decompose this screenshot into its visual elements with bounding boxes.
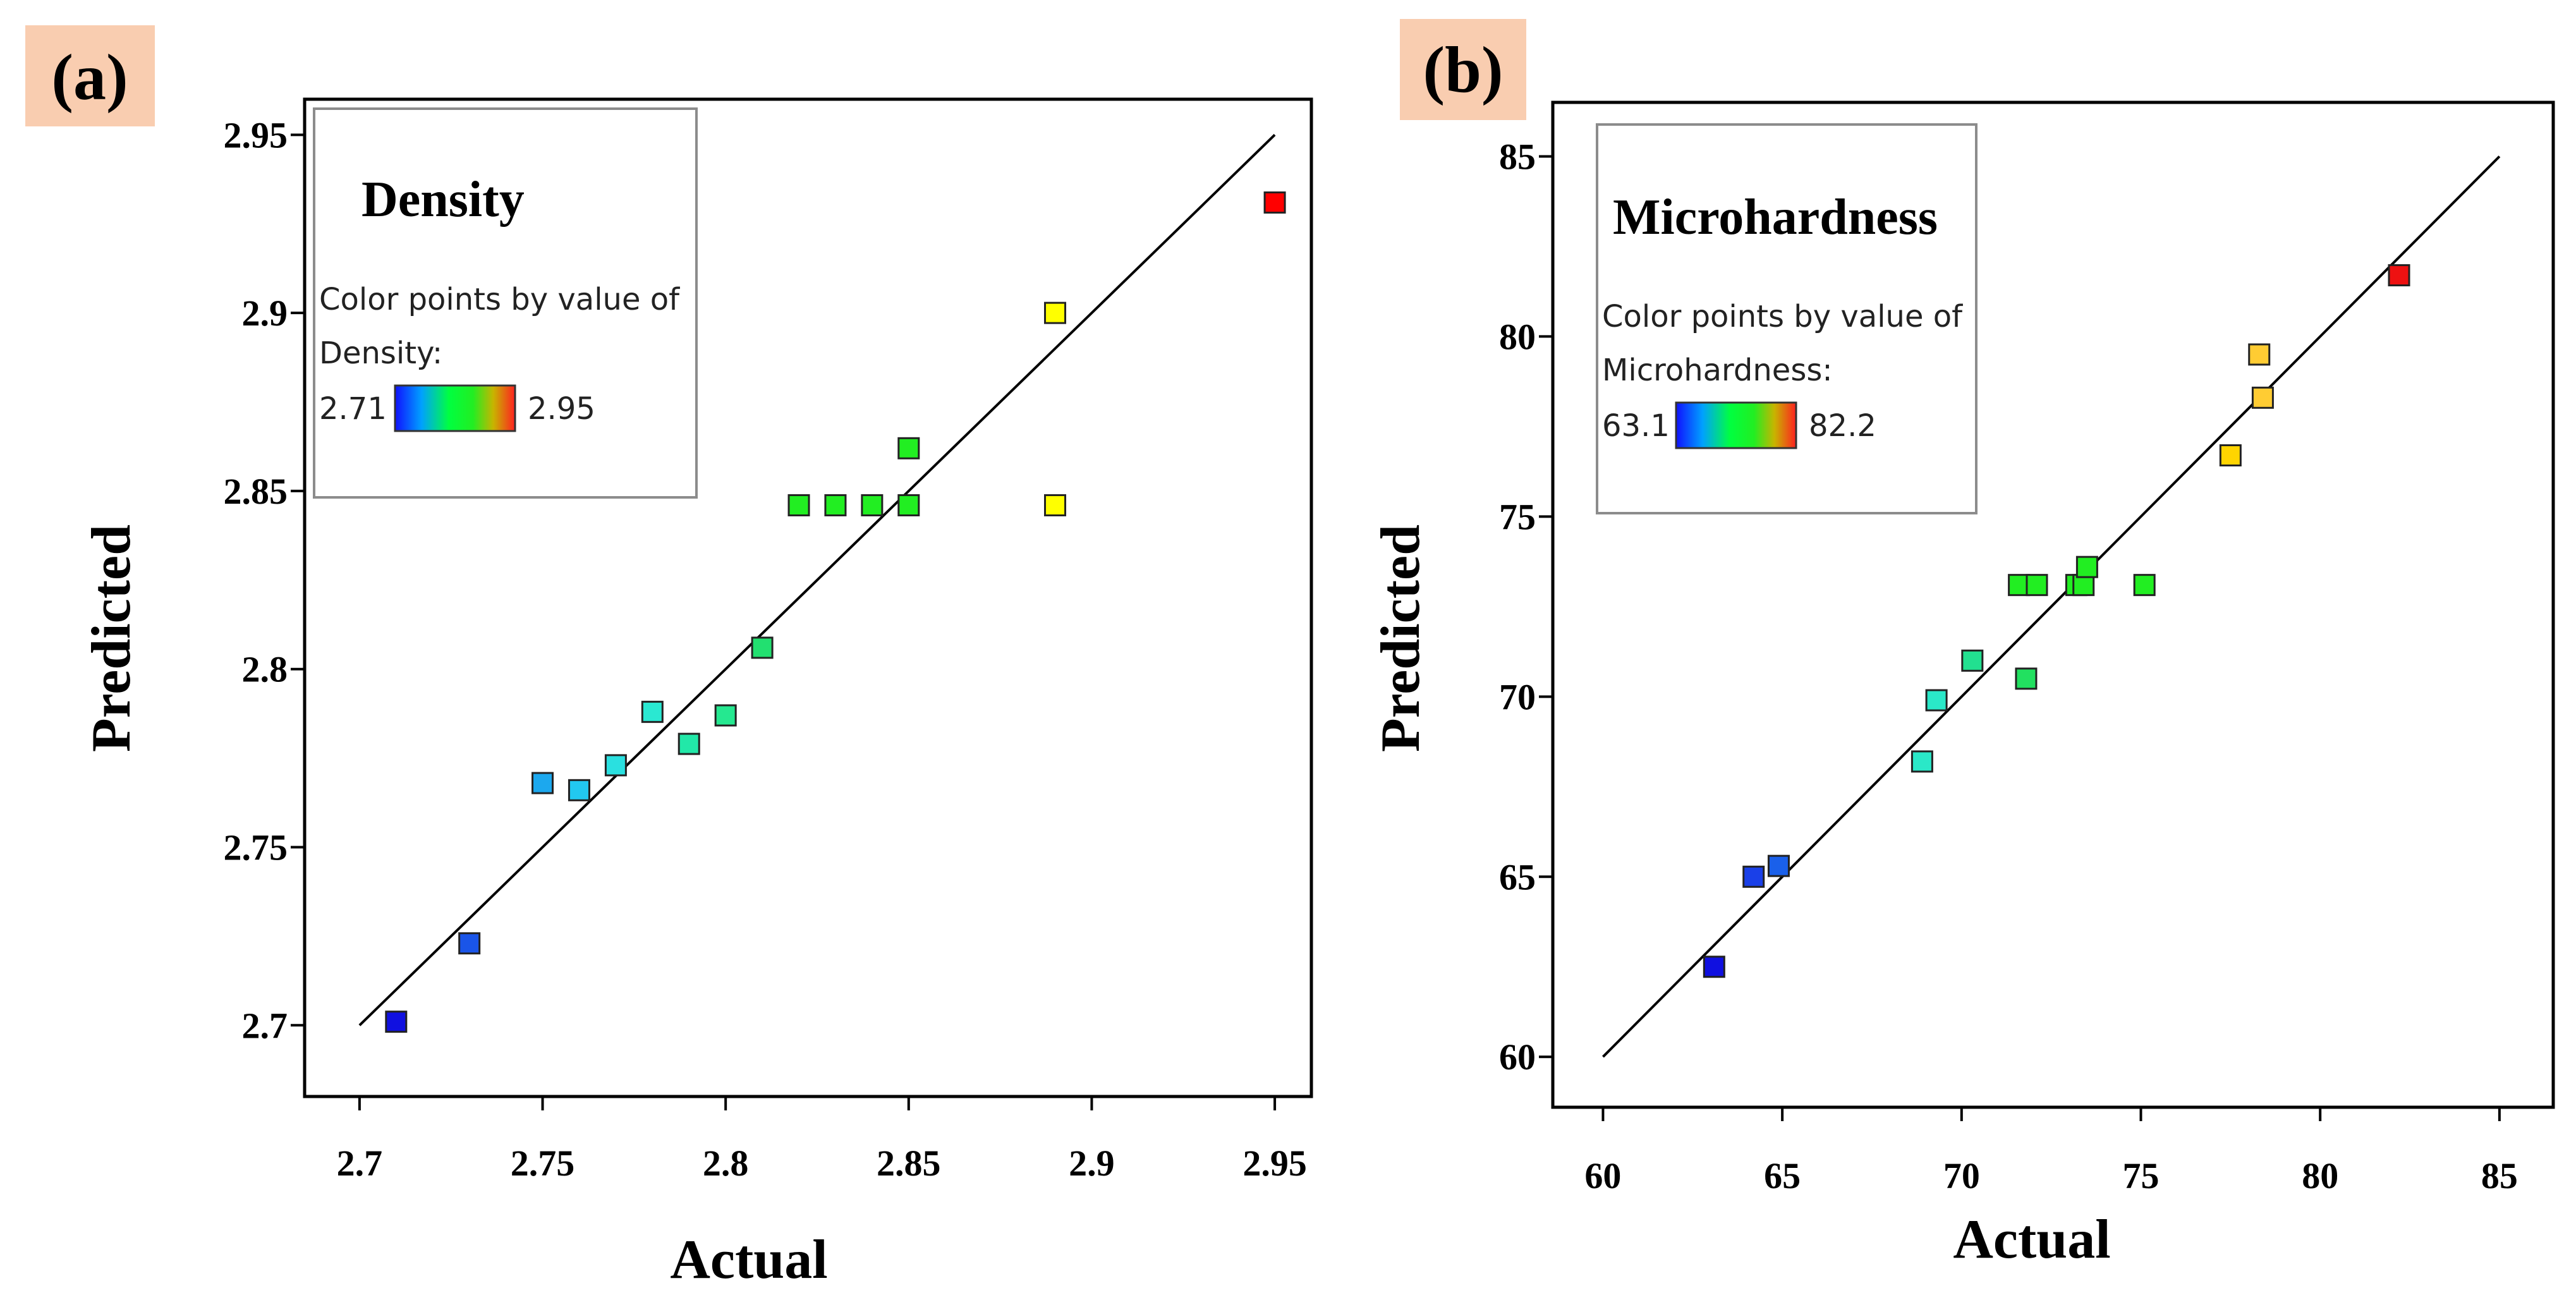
y-tick-label: 2.95 [224,114,288,155]
x-tick-label: 60 [1584,1155,1621,1196]
legend-caption-variable: Microhardness: [1602,353,1833,388]
data-point [714,704,737,727]
y-tick-label: 2.8 [242,649,288,690]
y-axis-title: Predicted [81,525,142,752]
legend-caption-variable: Density: [319,336,442,371]
x-axis: 60 65 70 75 80 85 [1584,1107,2518,1196]
y-tick-label: 2.75 [224,827,288,868]
panel-label: (a) [51,41,128,114]
data-point [2026,574,2048,597]
data-point [751,636,774,659]
data-point [2251,386,2274,409]
data-point [1044,494,1067,516]
data-point [1044,301,1067,324]
y-tick-label: 85 [1499,136,1536,177]
x-axis: 2.7 2.75 2.8 2.85 2.9 2.95 [337,1096,1307,1184]
y-tick-label: 70 [1499,676,1536,717]
y-tick-label: 60 [1499,1036,1536,1078]
y-axis: 60 65 70 75 80 85 [1499,136,1553,1078]
data-point [2248,343,2271,366]
data-point [604,754,627,777]
plot-frame [303,97,1313,1098]
data-point [1911,750,1933,773]
y-axis-title: Predicted [1370,525,1431,752]
data-point [1263,191,1286,214]
data-point [861,494,884,516]
y-tick-label: 80 [1499,316,1536,357]
data-point [897,494,920,516]
data-point [897,437,920,459]
density-chart: (a) 2.7 2.75 2.8 2.85 2.9 2.95 2.7 2.75 2.8 2.85… [25,25,1313,1291]
data-point [568,779,590,801]
legend: Density Color points by value of Density… [313,107,698,499]
legend: Microhardness Color points by value of M… [1596,123,1978,514]
panel-label-bg [1400,19,1526,120]
data-point [787,494,810,516]
microhardness-chart: (b) 60 65 70 75 80 85 60 65 70 75 80 85 Microhardn… [1370,19,2555,1270]
plot-frame [1551,100,2555,1109]
colorbar-min-label: 2.71 [319,391,387,427]
x-tick-label: 2.9 [1069,1143,1115,1184]
x-tick-label: 85 [2481,1155,2518,1196]
colorbar [1675,401,1797,449]
panel-label: (b) [1423,33,1503,106]
data-point [2219,444,2242,466]
data-point [1925,689,1948,712]
colorbar-max-label: 82.2 [1809,408,1876,444]
reference-line [1602,155,2501,1058]
y-tick-label: 2.85 [224,471,288,512]
colorbar-max-label: 2.95 [528,391,595,427]
data-point [385,1011,408,1033]
data-point [1767,854,1790,877]
y-axis: 2.7 2.75 2.8 2.85 2.9 2.95 [224,114,305,1046]
x-tick-label: 2.85 [877,1143,941,1184]
x-tick-label: 2.7 [337,1143,383,1184]
panel-label-bg [25,25,155,126]
data-point [2015,667,2038,690]
legend-caption: Color points by value of [319,282,680,317]
x-axis-title: Actual [1953,1209,2110,1270]
legend-title: Microhardness [1613,190,1938,245]
colorbar-min-label: 63.1 [1602,408,1670,444]
x-tick-label: 2.95 [1242,1143,1307,1184]
y-tick-label: 75 [1499,496,1536,537]
y-tick-label: 65 [1499,856,1536,897]
x-tick-label: 70 [1943,1155,1980,1196]
x-axis-title: Actual [670,1229,827,1291]
data-point [1961,649,1984,672]
legend-box [313,107,698,499]
data-point [458,932,481,955]
y-tick-label: 2.7 [242,1005,288,1046]
data-point [677,732,700,755]
x-tick-label: 2.75 [511,1143,575,1184]
x-tick-label: 80 [2302,1155,2338,1196]
legend-caption: Color points by value of [1602,299,1963,334]
data-point [532,772,554,794]
data-point [2075,556,2098,578]
reference-line [358,133,1276,1026]
data-point [2133,574,2156,597]
data-points [385,191,1286,1033]
data-point [1703,956,1725,978]
legend-title: Density [361,172,525,228]
x-tick-label: 75 [2123,1155,2160,1196]
data-point [641,700,664,723]
x-tick-label: 65 [1764,1155,1801,1196]
data-point [824,494,847,516]
data-point [2388,264,2410,287]
colorbar [394,384,516,432]
data-points [1703,264,2410,978]
data-point [1742,865,1765,888]
x-tick-label: 2.8 [703,1143,749,1184]
y-tick-label: 2.9 [242,293,288,334]
